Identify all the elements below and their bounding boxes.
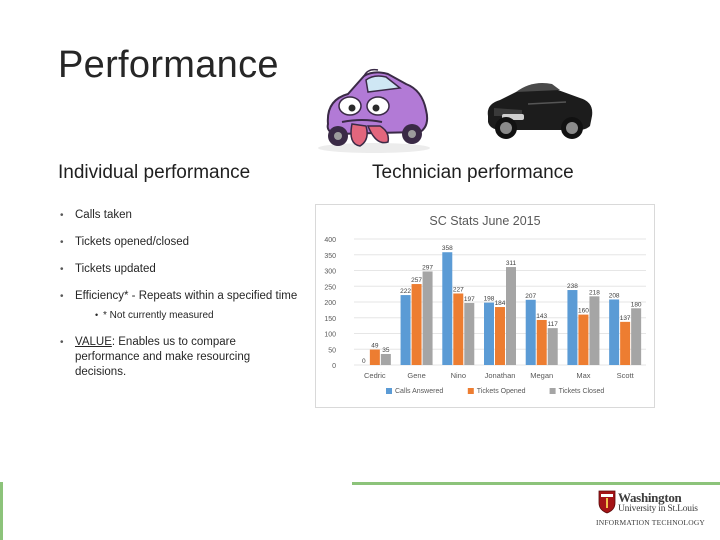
bar-calls-answered: [609, 299, 620, 365]
legend-swatch: [386, 388, 392, 394]
data-label: 0: [362, 358, 366, 365]
data-label: 137: [620, 315, 631, 322]
bullet-list: Calls taken Tickets opened/closed Ticket…: [58, 208, 298, 392]
technician-performance-heading: Technician performance: [372, 162, 574, 183]
x-tick-label: Jonathan: [485, 371, 516, 380]
x-tick-label: Nino: [451, 371, 466, 380]
bar-tickets-opened: [411, 284, 422, 365]
bar-tickets-opened: [453, 293, 464, 365]
cartoon-car-icon: [318, 68, 430, 153]
bar-tickets-opened: [495, 307, 505, 365]
logo-information-technology: INFORMATION TECHNOLOGY: [596, 518, 706, 527]
logo-washington: Washington: [618, 490, 682, 505]
value-label: VALUE: [75, 336, 112, 348]
x-tick-label: Gene: [407, 371, 425, 380]
y-tick-label: 0: [332, 363, 336, 370]
y-tick-label: 100: [324, 332, 336, 339]
y-tick-label: 200: [324, 300, 336, 307]
data-label: 184: [495, 300, 506, 307]
bar-tickets-closed: [506, 267, 516, 365]
data-label: 198: [484, 296, 495, 303]
data-label: 207: [525, 293, 536, 300]
bullet-tickets-updated: Tickets updated: [58, 262, 298, 277]
bar-tickets-closed: [631, 308, 642, 365]
sc-stats-chart: SC Stats June 2015 0 49 35 222 257 297 358 227 1…: [315, 204, 655, 408]
data-label: 197: [464, 296, 475, 303]
slide-title: Performance: [58, 44, 279, 86]
legend-swatch: [467, 388, 474, 394]
individual-performance-heading: Individual performance: [58, 162, 251, 183]
x-tick-label: Max: [576, 371, 590, 380]
data-label: 238: [567, 283, 578, 290]
footer-accent-line: [352, 482, 720, 485]
data-label: 49: [371, 343, 379, 350]
black-convertible-car-icon: [487, 83, 593, 139]
data-label: 160: [578, 308, 589, 315]
logo-university: University in St.Louis: [618, 504, 698, 514]
bar-tickets-closed: [464, 302, 475, 365]
y-tick-label: 300: [324, 269, 336, 276]
bar-tickets-closed: [422, 271, 433, 365]
legend-label: Tickets Closed: [559, 388, 605, 395]
bar-calls-answered: [400, 295, 411, 365]
legend-label: Tickets Opened: [477, 388, 526, 395]
bar-tickets-opened: [369, 349, 380, 365]
bar-calls-answered: [484, 302, 494, 365]
bullet-efficiency-note: * Not currently measured: [75, 308, 298, 323]
y-tick-label: 400: [324, 237, 336, 244]
bar-tickets-opened: [620, 321, 631, 365]
bullet-value: VALUE: Enables us to compare performance…: [58, 335, 298, 380]
data-label: 358: [442, 245, 453, 252]
footer-accent-left: [0, 482, 3, 540]
data-label: 180: [631, 301, 642, 308]
data-label: 35: [382, 347, 390, 354]
legend-swatch: [549, 388, 556, 394]
washu-logo: Washington University in St.Louis INFORM…: [596, 488, 714, 530]
data-label: 311: [506, 260, 517, 267]
bar-calls-answered: [567, 290, 578, 365]
y-tick-label: 150: [324, 316, 336, 323]
data-label: 143: [536, 313, 547, 320]
data-label: 297: [422, 264, 433, 271]
bar-tickets-closed: [589, 296, 600, 365]
data-label: 117: [548, 321, 559, 328]
bullet-calls-taken: Calls taken: [58, 208, 298, 223]
y-tick-label: 50: [328, 347, 336, 354]
bar-tickets-closed: [547, 328, 558, 365]
data-label: 222: [400, 288, 411, 295]
x-tick-label: Megan: [530, 371, 553, 380]
bullet-tickets-opened-closed: Tickets opened/closed: [58, 235, 298, 250]
data-label: 227: [453, 286, 464, 293]
bar-tickets-closed: [380, 353, 391, 365]
data-label: 218: [589, 289, 600, 296]
bullet-efficiency-text: Efficiency* - Repeats within a specified…: [75, 290, 298, 302]
university-shield-icon: [598, 490, 616, 514]
y-tick-label: 250: [324, 284, 336, 291]
x-tick-label: Scott: [617, 371, 635, 380]
value-text: : Enables us to compare performance and …: [75, 336, 251, 378]
bar-tickets-opened: [578, 314, 589, 365]
bar-calls-answered: [442, 252, 453, 365]
y-tick-label: 350: [324, 253, 336, 260]
data-label: 257: [411, 277, 422, 284]
chart-title: SC Stats June 2015: [429, 214, 540, 228]
chart-svg: SC Stats June 2015 049352222572973582271…: [324, 214, 646, 395]
bar-tickets-opened: [536, 319, 547, 365]
legend-label: Calls Answered: [395, 388, 443, 395]
bullet-efficiency: Efficiency* - Repeats within a specified…: [58, 289, 298, 323]
x-tick-label: Cedric: [364, 371, 386, 380]
data-label: 208: [609, 292, 620, 299]
bar-calls-answered: [525, 299, 536, 365]
